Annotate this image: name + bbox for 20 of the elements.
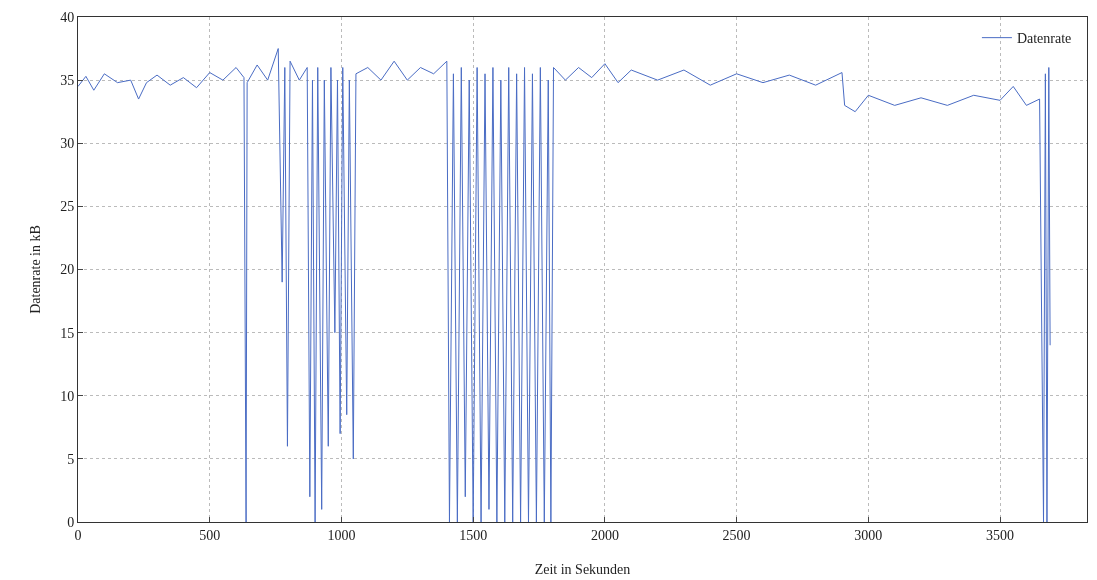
y-tick-label: 25	[60, 199, 75, 215]
y-tick-label: 10	[60, 388, 75, 404]
x-axis-title: Zeit in Sekunden	[534, 562, 631, 577]
line-series	[78, 48, 1051, 522]
y-axis-title: Datenrate in kB	[28, 225, 43, 314]
y-tick-label: 0	[67, 514, 75, 530]
y-tick-label: 40	[60, 9, 75, 25]
y-tick-label: 35	[60, 73, 75, 89]
y-tick-label: 5	[67, 451, 75, 467]
x-tick-label: 500	[199, 527, 221, 543]
x-tick-label: 3000	[854, 527, 883, 543]
x-tick-label: 1500	[459, 527, 488, 543]
x-tick-label: 3500	[986, 527, 1015, 543]
x-tick-label: 2000	[590, 527, 619, 543]
x-tick-label: 2500	[722, 527, 751, 543]
x-tick-label: 1000	[327, 527, 356, 543]
legend-label: Datenrate	[1016, 31, 1072, 47]
y-tick-label: 30	[60, 136, 75, 152]
y-tick-label: 15	[60, 325, 75, 341]
y-tick-label: 20	[60, 262, 75, 278]
